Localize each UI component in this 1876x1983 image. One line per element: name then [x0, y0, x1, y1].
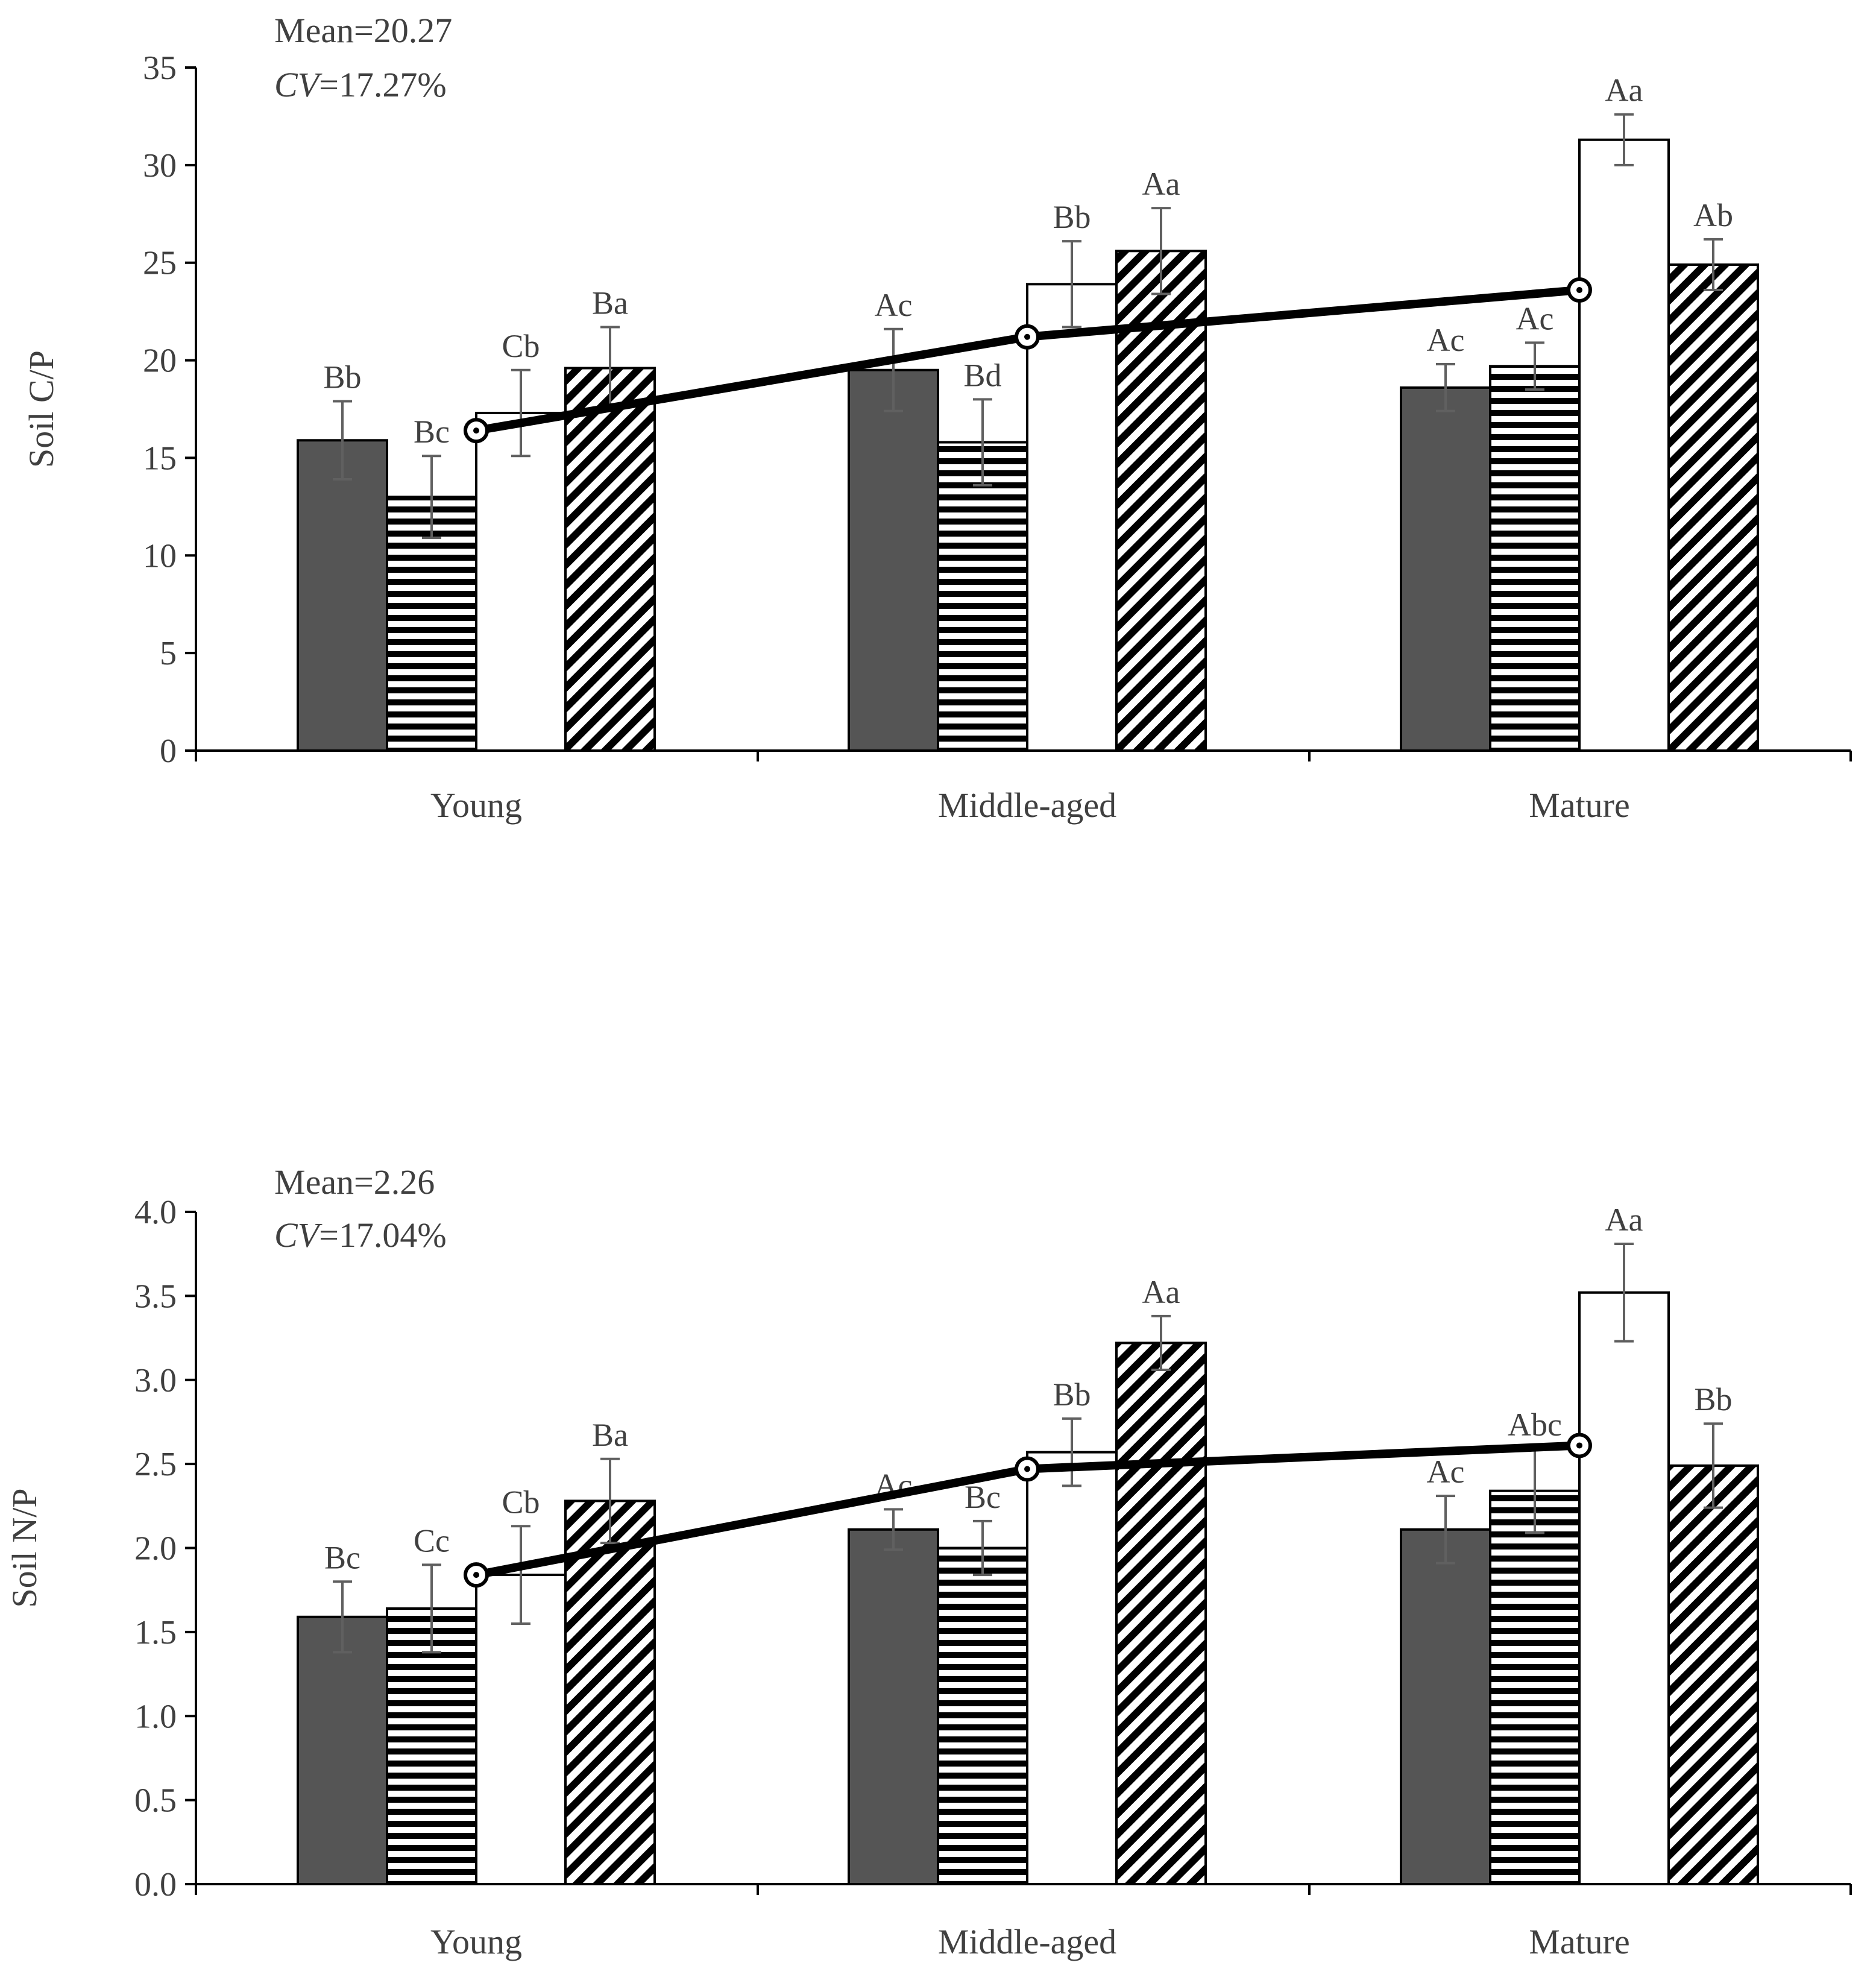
bar-solid [1400, 386, 1491, 752]
bar-open [1578, 1291, 1670, 1886]
bar-solid [848, 1528, 939, 1885]
bar-solid [848, 368, 939, 752]
significance-label: Aa [1605, 72, 1643, 109]
y-tick-label: 35 [143, 49, 177, 87]
y-tick-label: 4.0 [134, 1194, 177, 1231]
bar-open [475, 1574, 567, 1886]
bar-open [1026, 283, 1118, 752]
significance-label: Bb [1053, 199, 1091, 235]
category-label: Young [430, 1922, 522, 1961]
y-tick-label: 0.0 [134, 1866, 177, 1903]
category-label: Mature [1529, 786, 1630, 825]
y-tick-label: 3.5 [134, 1278, 177, 1315]
bar-horizontal-stripes [1489, 365, 1581, 752]
mean-trend-marker-dot [1024, 333, 1030, 340]
y-tick-label: 10 [143, 537, 177, 575]
y-tick-label: 5 [160, 635, 177, 672]
category-label: Middle-aged [938, 1922, 1116, 1961]
y-tick-label: 1.0 [134, 1698, 177, 1735]
category-label: Middle-aged [938, 786, 1116, 825]
y-tick-label: 15 [143, 440, 177, 477]
category-label: Young [430, 786, 522, 825]
significance-label: Cb [502, 1484, 540, 1520]
chart-panel-cp: 0 5 10 15 20 25 30 35 Young Middle-aged Mature Soil… [22, 11, 1852, 825]
bar-open [1578, 138, 1670, 752]
bar-diagonal-stripes [1667, 1464, 1759, 1886]
mean-annotation: Mean=2.26 [274, 1162, 435, 1202]
bar-diagonal-stripes [564, 1499, 656, 1885]
y-tick-label: 2.0 [134, 1530, 177, 1568]
significance-label: Bc [414, 414, 450, 450]
bar-open [475, 411, 567, 752]
significance-label: Ac [1427, 322, 1465, 358]
cv-prefix: CV [274, 1215, 323, 1255]
y-tick-label: 1.5 [134, 1614, 177, 1651]
significance-label: Aa [1142, 166, 1180, 202]
y-axis-title: Soil N/P [5, 1488, 44, 1607]
bar-open [1026, 1451, 1118, 1886]
bar-horizontal-stripes [1489, 1489, 1581, 1886]
mean-trend-marker-dot [473, 427, 479, 434]
significance-label: Bb [1053, 1376, 1091, 1413]
significance-label: Ba [592, 1417, 628, 1453]
significance-label: Bb [323, 359, 361, 396]
mean-trend-marker-dot [1576, 1442, 1582, 1449]
cv-annotation: CV=17.27% [274, 65, 447, 104]
y-tick-label: 20 [143, 342, 177, 380]
y-tick-label: 3.0 [134, 1362, 177, 1399]
bar-solid [297, 1615, 388, 1886]
significance-label: Ac [1427, 1454, 1465, 1490]
cv-value: =17.04% [319, 1215, 447, 1255]
cv-annotation: CV=17.04% [274, 1215, 447, 1255]
significance-label: Bd [963, 357, 1001, 393]
significance-label: Ac [1516, 300, 1554, 336]
significance-label: Bb [1694, 1381, 1732, 1417]
bar-solid [297, 439, 388, 752]
y-tick-label: 0.5 [134, 1782, 177, 1820]
y-tick-label: 30 [143, 147, 177, 184]
significance-label: Aa [1605, 1202, 1643, 1238]
significance-label: Bc [965, 1479, 1001, 1515]
mean-trend-marker-dot [473, 1572, 479, 1578]
significance-label: Ab [1693, 197, 1733, 233]
mean-trend-marker-dot [1576, 287, 1582, 294]
significance-label: Aa [1142, 1274, 1180, 1310]
category-label: Mature [1529, 1922, 1630, 1961]
y-tick-label: 25 [143, 245, 177, 282]
bar-horizontal-stripes [386, 496, 477, 752]
bar-horizontal-stripes [937, 441, 1028, 752]
y-axis-title: Soil C/P [22, 350, 61, 468]
significance-label: Cc [414, 1522, 450, 1559]
bar-diagonal-stripes [1115, 1341, 1207, 1886]
cv-value: =17.27% [319, 65, 447, 104]
bar-diagonal-stripes [1667, 263, 1759, 752]
bar-horizontal-stripes [937, 1546, 1028, 1885]
significance-label: Cb [502, 328, 540, 364]
significance-label: Bc [324, 1539, 360, 1575]
bar-diagonal-stripes [564, 367, 656, 752]
y-tick-label: 2.5 [134, 1446, 177, 1483]
cv-prefix: CV [274, 65, 323, 104]
mean-annotation: Mean=20.27 [274, 11, 452, 50]
significance-label: Ba [592, 285, 628, 321]
mean-trend-marker-dot [1024, 1466, 1030, 1472]
y-tick-label: 0 [160, 733, 177, 770]
significance-label: Ac [875, 287, 913, 323]
bar-solid [1400, 1528, 1491, 1885]
significance-label: Abc [1508, 1407, 1562, 1443]
bar-diagonal-stripes [1115, 250, 1207, 752]
chart-panel-np: 0.0 0.5 1.0 1.5 2.0 2.5 3.0 3.5 4.0 Young Middle-a… [5, 1162, 1852, 1961]
bar-horizontal-stripes [386, 1607, 477, 1886]
